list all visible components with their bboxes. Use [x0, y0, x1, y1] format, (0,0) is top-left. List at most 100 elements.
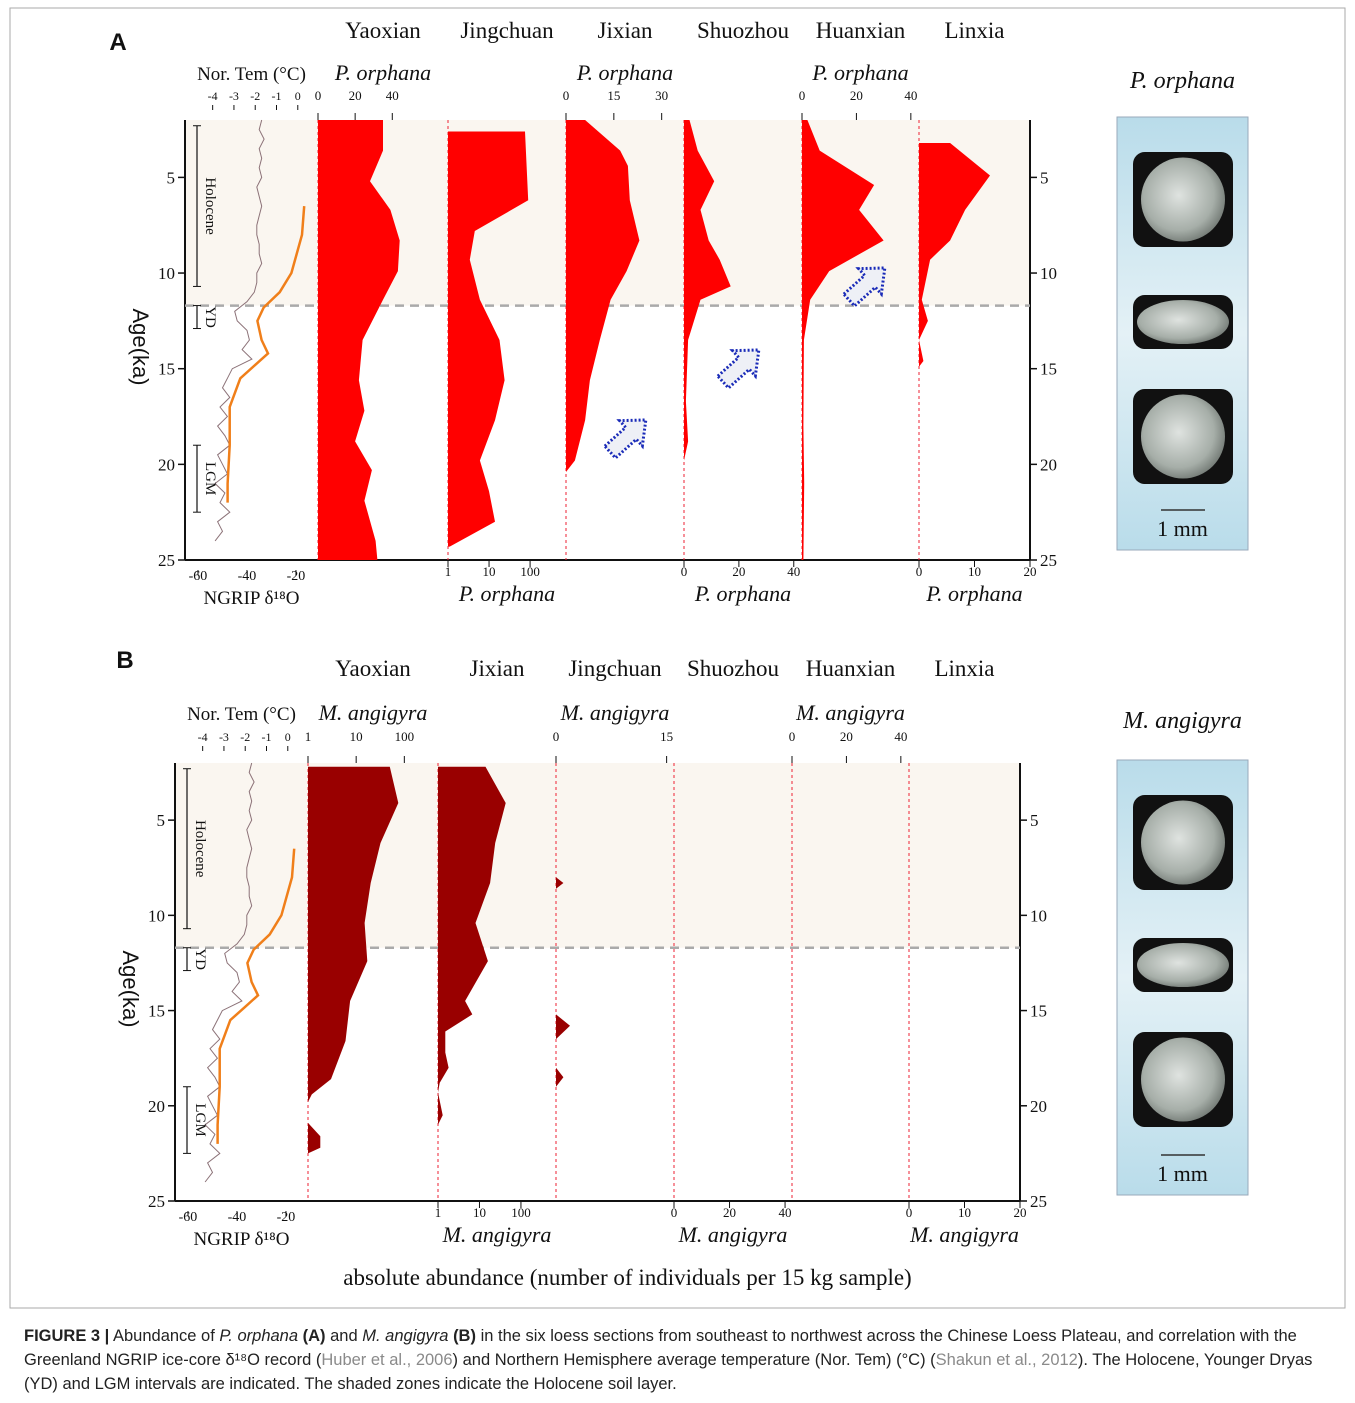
- site-name: Jingchuan: [568, 656, 662, 681]
- x-tick-label: 0: [906, 1205, 913, 1220]
- x-tick-label: 40: [779, 1205, 792, 1220]
- arrow: [841, 266, 887, 309]
- y-tick-label: 15: [148, 1002, 165, 1021]
- x-tick-label: 15: [660, 729, 673, 744]
- interval-label: YD: [202, 306, 218, 328]
- figure-border: [9, 7, 1346, 1309]
- site-name: Shuozhou: [697, 18, 790, 43]
- x-tick-label: 15: [607, 88, 620, 103]
- caption-text: and: [330, 1327, 358, 1345]
- y-tick-label: 5: [157, 811, 166, 830]
- reference-link[interactable]: Huber et al., 2006: [321, 1351, 453, 1369]
- x-tick-label: -2: [240, 730, 250, 744]
- x-tick-label: 0: [553, 729, 560, 744]
- abundance-area: [448, 131, 529, 547]
- x-tick-label: 20: [732, 564, 745, 579]
- site-name: Yaoxian: [345, 18, 421, 43]
- site-name: Linxia: [944, 18, 1004, 43]
- x-tick-label: -3: [229, 89, 239, 103]
- x-tick-label: 0: [681, 564, 688, 579]
- x-tick-label: 20: [840, 729, 853, 744]
- y-tick-label: 5: [1040, 168, 1049, 187]
- x-tick-label: 30: [655, 88, 668, 103]
- shell: [1141, 157, 1225, 242]
- x-tick-label: 0: [295, 89, 301, 103]
- caption-panel: (A): [302, 1327, 326, 1345]
- species-label: M. angigyra: [318, 700, 428, 725]
- x-tick-label: 0: [671, 1205, 678, 1220]
- y-tick-label: 25: [148, 1192, 165, 1211]
- site-name: Huanxian: [816, 18, 906, 43]
- species-label: P. orphana: [458, 581, 555, 606]
- x-axis-label: absolute abundance (number of individual…: [343, 1265, 911, 1290]
- x-tick-label: -40: [228, 1210, 247, 1225]
- abundance-area: [308, 766, 399, 1154]
- scale-bar-label: 1 mm: [1157, 516, 1208, 541]
- shell: [1141, 1037, 1225, 1122]
- shell: [1141, 394, 1225, 479]
- ngrip-curve-label: NGRIP δ¹⁸O: [203, 588, 299, 609]
- caption-text: in the six loess sections from southeast…: [24, 1327, 1297, 1369]
- species-label: M. angigyra: [678, 1222, 788, 1247]
- y-tick-label: 15: [1030, 1002, 1047, 1021]
- interval-label: Holocene: [202, 177, 218, 235]
- species-label: P. orphana: [334, 60, 431, 85]
- x-tick-label: 0: [799, 88, 806, 103]
- x-tick-label: 10: [473, 1205, 486, 1220]
- x-tick-label: 20: [1014, 1205, 1027, 1220]
- x-tick-label: 1: [445, 564, 452, 579]
- x-tick-label: -20: [277, 1210, 296, 1225]
- reference-link[interactable]: Shakun et al., 2012: [935, 1351, 1078, 1369]
- caption-text: ). The Holocene, Younger Dryas (YD) and …: [24, 1351, 1313, 1393]
- x-tick-label: -20: [287, 569, 306, 584]
- y-tick-label: 10: [1040, 264, 1057, 283]
- panel-label: B: [116, 647, 133, 674]
- x-tick-label: 1: [435, 1205, 442, 1220]
- x-tick-label: -1: [272, 89, 282, 103]
- shaded-zone: [175, 763, 1020, 948]
- x-tick-label: -60: [179, 1210, 198, 1225]
- caption-species: M. angigyra: [362, 1327, 449, 1345]
- interval-label: Holocene: [192, 820, 208, 878]
- specimen-title: P. orphana: [1129, 68, 1235, 94]
- x-tick-label: 10: [968, 564, 981, 579]
- y-tick-label: 20: [158, 455, 175, 474]
- caption-panel: (B): [453, 1327, 476, 1345]
- x-tick-label: 100: [395, 729, 415, 744]
- x-tick-label: -4: [208, 89, 218, 103]
- y-tick-label: 5: [1030, 811, 1039, 830]
- species-label: P. orphana: [576, 60, 673, 85]
- x-tick-label: 20: [850, 88, 863, 103]
- shell: [1141, 800, 1225, 885]
- site-name: Huanxian: [806, 656, 896, 681]
- abundance-area: [802, 120, 884, 560]
- x-tick-label: 0: [315, 88, 322, 103]
- x-tick-label: 20: [349, 88, 362, 103]
- temperature-curve: [216, 848, 296, 1144]
- y-tick-label: 10: [158, 264, 175, 283]
- x-tick-label: 0: [563, 88, 570, 103]
- x-tick-label: -40: [238, 569, 257, 584]
- site-name: Jixian: [598, 18, 653, 43]
- x-tick-label: 20: [1024, 564, 1037, 579]
- y-tick-label: 15: [1040, 360, 1057, 379]
- species-label: P. orphana: [811, 60, 908, 85]
- species-label: M. angigyra: [795, 700, 905, 725]
- species-label: P. orphana: [694, 581, 791, 606]
- x-tick-label: 0: [285, 730, 291, 744]
- specimen-title: M. angigyra: [1122, 708, 1242, 734]
- ngrip-curve-label: NGRIP δ¹⁸O: [193, 1229, 289, 1250]
- x-tick-label: 0: [789, 729, 796, 744]
- ngrip-curve: [214, 119, 265, 542]
- x-tick-label: -3: [219, 730, 229, 744]
- temperature-curve: [226, 206, 306, 503]
- x-tick-label: -2: [250, 89, 260, 103]
- interval-label: YD: [192, 948, 208, 970]
- species-label: M. angigyra: [442, 1222, 552, 1247]
- ngrip-curve: [204, 762, 255, 1183]
- x-tick-label: 0: [916, 564, 923, 579]
- site-name: Yaoxian: [335, 656, 411, 681]
- x-tick-label: 10: [483, 564, 496, 579]
